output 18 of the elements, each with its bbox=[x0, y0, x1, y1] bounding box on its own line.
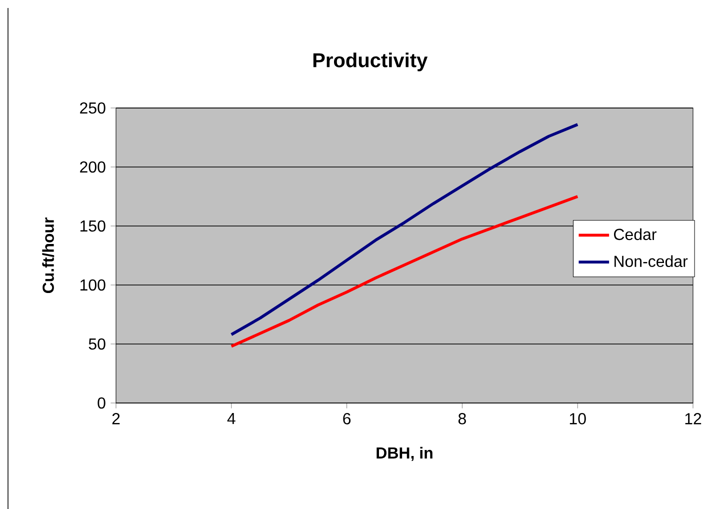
x-tick-label: 6 bbox=[343, 413, 351, 424]
legend-label: Cedar bbox=[614, 228, 657, 240]
x-tick-label: 8 bbox=[458, 413, 466, 424]
x-tick-label: 2 bbox=[112, 413, 120, 424]
x-tick-label: 4 bbox=[227, 413, 236, 424]
y-tick-label: 200 bbox=[80, 161, 106, 173]
y-tick-label: 100 bbox=[80, 279, 106, 291]
x-tick-label: 10 bbox=[570, 413, 586, 424]
chart-title: Productivity bbox=[313, 52, 428, 72]
y-tick-label: 0 bbox=[98, 397, 106, 409]
y-tick-label: 50 bbox=[88, 338, 106, 350]
x-tick-label: 12 bbox=[685, 413, 702, 424]
line-series bbox=[230, 123, 580, 336]
y-tick-label: 250 bbox=[80, 102, 106, 114]
y-axis-title: Cu.ft/hour bbox=[42, 218, 54, 294]
y-tick-label: 150 bbox=[80, 220, 106, 232]
legend-label: Non-cedar bbox=[614, 255, 688, 268]
x-axis-title: DBH, in bbox=[376, 446, 432, 461]
